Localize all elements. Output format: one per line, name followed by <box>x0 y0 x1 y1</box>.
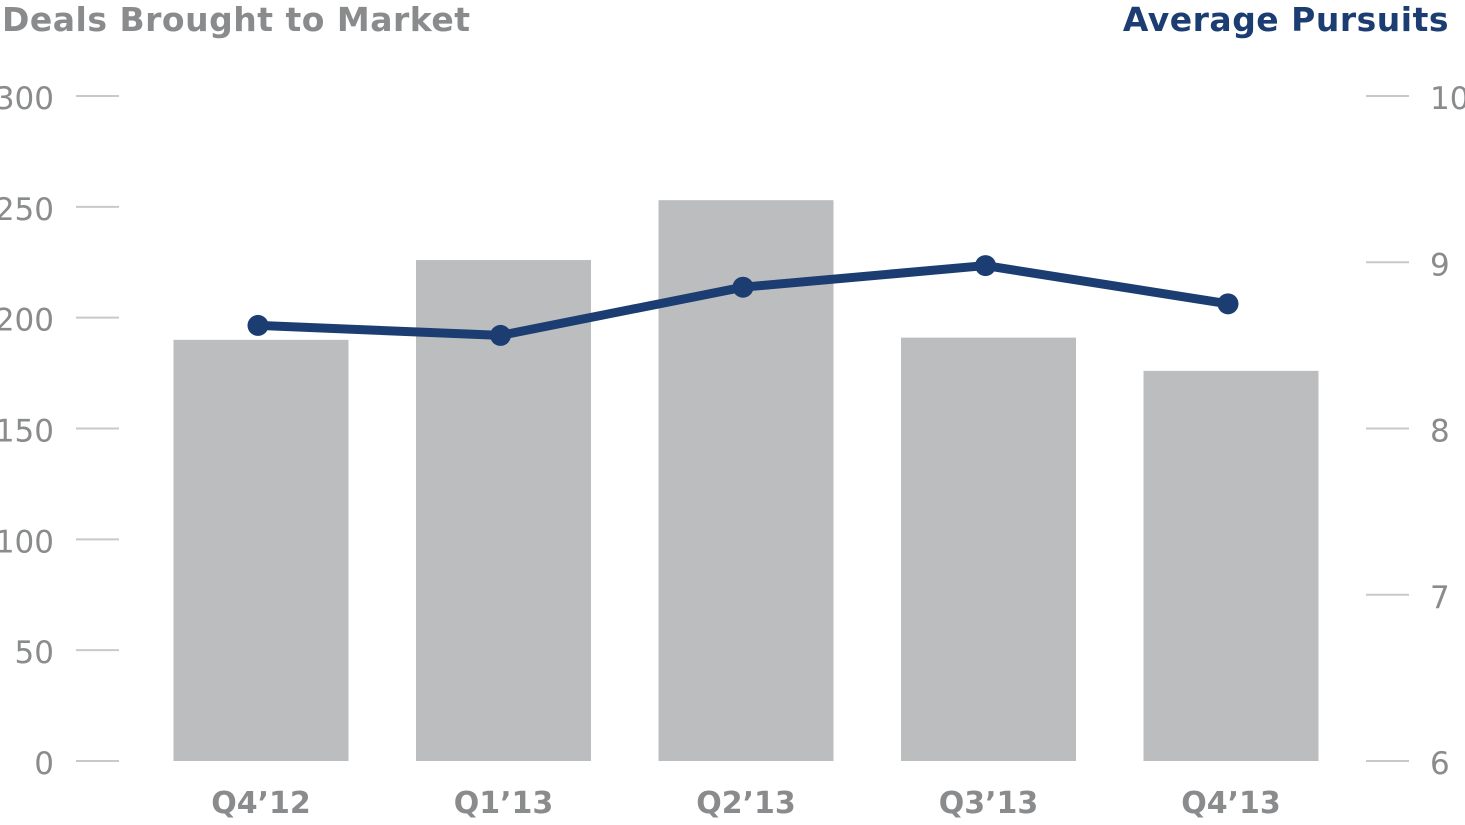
right-axis-tick-label: 9 <box>1430 247 1450 283</box>
x-axis-category-label: Q2’13 <box>696 786 796 821</box>
left-axis-tick-label: 100 <box>0 524 54 560</box>
bar <box>1143 370 1319 761</box>
average-pursuits-point <box>490 324 511 346</box>
x-axis-category-label: Q4’12 <box>211 786 311 821</box>
left-axis-tick-label: 300 <box>0 81 54 117</box>
x-axis-category-label: Q4’13 <box>1181 786 1281 821</box>
average-pursuits-point <box>247 314 269 336</box>
left-axis-title: Deals Brought to Market <box>2 0 471 39</box>
right-axis-title: Average Pursuits <box>1122 0 1449 39</box>
bar <box>173 339 349 761</box>
right-axis-tick-label: 8 <box>1430 414 1450 450</box>
right-axis-tick-label: 10 <box>1430 81 1465 117</box>
right-axis-tick-label: 7 <box>1430 580 1450 616</box>
left-axis-tick-label: 150 <box>0 414 54 450</box>
bar <box>901 337 1076 761</box>
left-axis-tick-label: 200 <box>0 303 54 339</box>
x-axis-category-label: Q1’13 <box>454 786 554 821</box>
x-axis-category-label: Q3’13 <box>939 786 1039 821</box>
left-axis-tick-label: 250 <box>0 192 54 228</box>
left-axis-tick-label: 0 <box>34 746 54 782</box>
average-pursuits-point <box>1217 293 1239 315</box>
average-pursuits-point <box>975 255 996 277</box>
right-axis-tick-label: 6 <box>1430 746 1450 782</box>
left-axis-tick-label: 50 <box>15 635 54 671</box>
average-pursuits-point <box>732 276 754 298</box>
